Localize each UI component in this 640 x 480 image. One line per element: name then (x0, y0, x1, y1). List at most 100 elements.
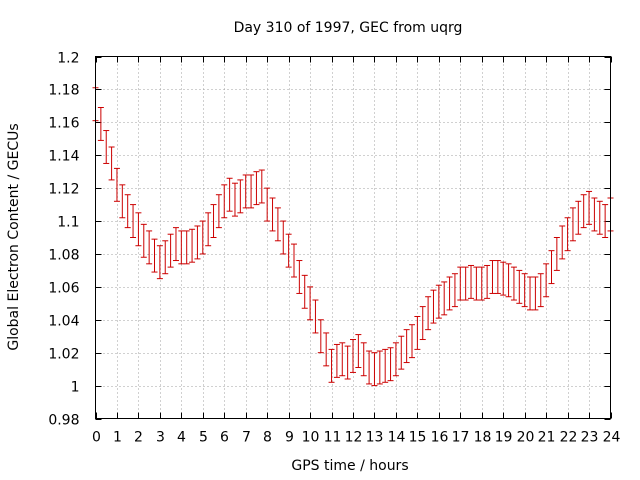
data-point-errorbar (586, 190, 593, 225)
data-point-errorbar (527, 276, 534, 311)
data-point-errorbar (457, 266, 464, 301)
data-point-errorbar (500, 261, 507, 296)
data-point-errorbar (167, 233, 174, 268)
x-tick-label: 21 (538, 430, 556, 446)
data-point-errorbar (596, 200, 603, 235)
data-point-errorbar (505, 263, 512, 298)
x-tick-label: 11 (324, 430, 342, 446)
y-tick-label: 0.98 (48, 413, 79, 429)
x-tick-label: 15 (409, 430, 427, 446)
data-point-errorbar (398, 335, 405, 370)
data-point-errorbar (494, 260, 501, 294)
data-point-errorbar (484, 264, 491, 299)
data-point-errorbar (435, 284, 442, 319)
y-tick-labels: 0.98 1 1.02 1.04 1.06 1.08 1.1 1.12 1.14 1.16 1.18… (48, 51, 79, 429)
data-point-errorbar (108, 146, 115, 181)
data-point-errorbar (135, 212, 142, 247)
data-point-errorbar (274, 207, 281, 242)
data-point-errorbar (269, 197, 276, 232)
x-tick-label: 24 (603, 430, 621, 446)
y-tick-label: 1.12 (48, 182, 79, 198)
data-point-errorbar (430, 289, 437, 324)
x-tick-label: 22 (560, 430, 578, 446)
data-point-errorbar (371, 352, 378, 387)
data-point-errorbar (156, 245, 163, 280)
data-point-errorbar (323, 332, 330, 367)
data-point-errorbar (473, 266, 480, 301)
data-point-errorbar (151, 238, 158, 273)
x-tick-label: 6 (220, 430, 229, 446)
data-point-errorbar (307, 286, 314, 321)
grid (95, 56, 611, 419)
data-point-errorbar (516, 269, 523, 304)
data-point-errorbar (162, 240, 169, 275)
data-point-errorbar (355, 334, 362, 368)
data-point-errorbar (446, 276, 453, 311)
data-point-errorbar (451, 273, 458, 308)
data-point-errorbar (333, 343, 340, 378)
x-tick-label: 8 (263, 430, 272, 446)
axis-ticks (95, 56, 612, 420)
data-point-errorbar (382, 348, 389, 383)
data-point-errorbar (344, 345, 351, 380)
y-tick-label: 1.08 (48, 248, 79, 264)
x-tick-label: 20 (517, 430, 535, 446)
x-tick-label: 18 (474, 430, 492, 446)
data-point-errorbar (468, 264, 475, 299)
data-point-errorbar (258, 169, 265, 204)
x-tick-label: 1 (113, 430, 122, 446)
data-point-errorbar (285, 233, 292, 268)
data-point-errorbar (248, 174, 255, 209)
y-tick-label: 1 (71, 380, 80, 396)
data-point-errorbar (339, 342, 346, 377)
data-point-errorbar (242, 174, 249, 209)
data-point-errorbar (360, 342, 367, 377)
data-point-errorbar (253, 171, 260, 206)
data-point-errorbar (387, 347, 394, 382)
data-point-errorbar (575, 200, 582, 235)
x-tick-label: 19 (495, 430, 513, 446)
data-point-errorbar (559, 225, 566, 260)
data-point-errorbar (419, 306, 426, 341)
y-tick-label: 1.18 (48, 83, 79, 99)
y-tick-label: 1.02 (48, 347, 79, 363)
data-point-errorbar (183, 230, 190, 265)
y-axis-label: Global Electron Content / GECUs (6, 123, 22, 350)
data-point-errorbar (510, 266, 517, 301)
x-tick-label: 0 (92, 430, 101, 446)
data-point-errorbar (569, 207, 576, 242)
data-point-errorbar (553, 237, 560, 271)
x-tick-labels: 0 1 2 3 4 5 6 7 8 9 10 11 12 13 14 15 16 17 18 19 20 21 22 23 24 (92, 430, 620, 446)
data-point-errorbar (124, 194, 131, 229)
x-axis-label: GPS time / hours (291, 458, 408, 474)
x-tick-label: 2 (134, 430, 143, 446)
data-point-errorbar (328, 348, 335, 383)
data-point-errorbar (231, 182, 238, 217)
data-point-errorbar (130, 204, 137, 238)
chart-title: Day 310 of 1997, GEC from uqrg (234, 20, 463, 36)
x-tick-label: 13 (366, 430, 384, 446)
data-point-errorbar (521, 273, 528, 308)
series-gec (92, 87, 614, 387)
y-tick-label: 1.04 (48, 314, 79, 330)
data-point-errorbar (548, 250, 555, 285)
data-point-errorbar (441, 281, 448, 316)
y-tick-label: 1.14 (48, 149, 79, 165)
x-tick-label: 16 (431, 430, 449, 446)
data-point-errorbar (392, 342, 399, 377)
data-point-errorbar (226, 177, 233, 212)
data-point-errorbar (532, 276, 539, 311)
data-point-errorbar (580, 194, 587, 229)
data-point-errorbar (119, 184, 126, 219)
data-point-errorbar (97, 107, 104, 141)
data-point-errorbar (296, 260, 303, 294)
data-point-errorbar (264, 187, 271, 222)
data-point-errorbar (317, 319, 324, 354)
y-tick-label: 1.16 (48, 116, 79, 132)
data-point-errorbar (602, 204, 609, 238)
data-point-errorbar (280, 220, 287, 255)
data-point-errorbar (237, 179, 244, 214)
data-point-errorbar (403, 329, 410, 364)
plot-frame (95, 56, 611, 419)
